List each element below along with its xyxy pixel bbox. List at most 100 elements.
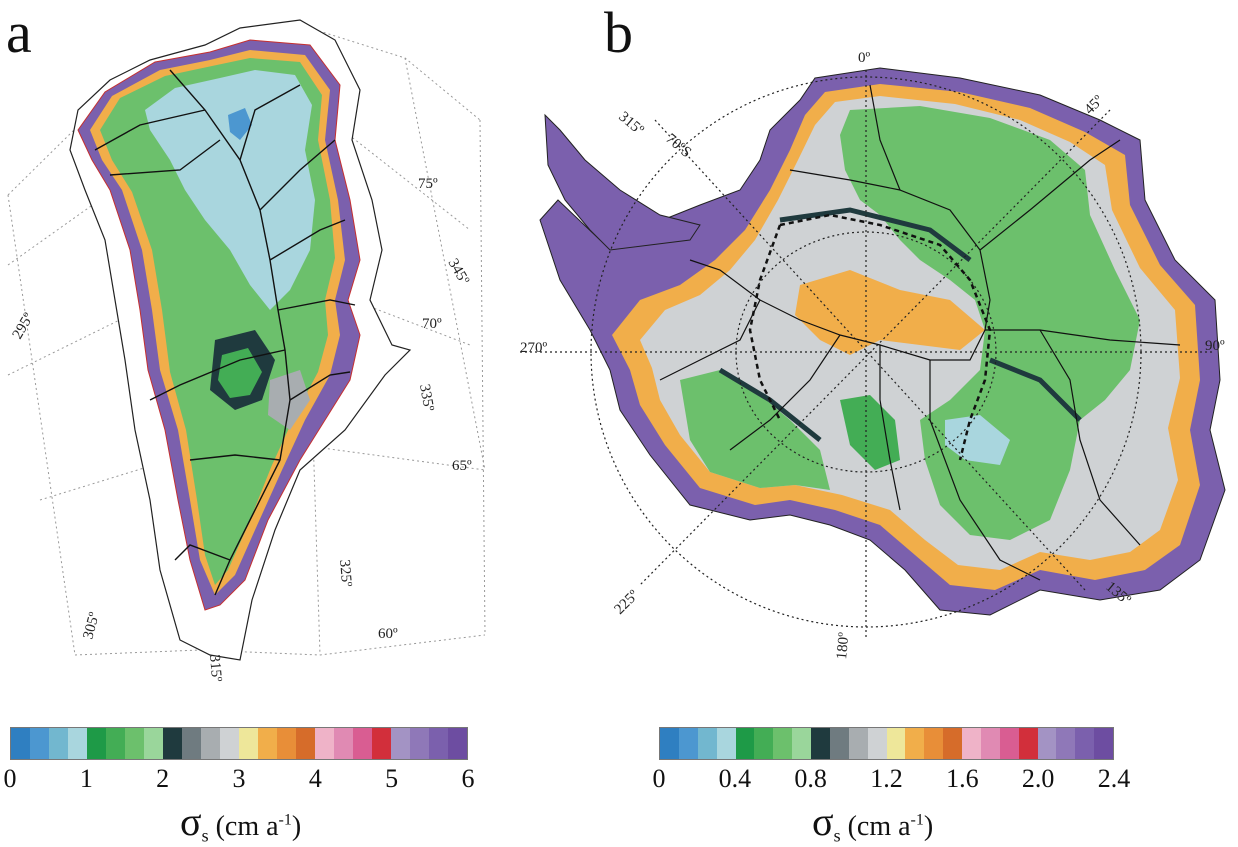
colorbar-cell [277, 728, 296, 759]
colorbar-a [10, 727, 468, 760]
antarctica-map: 0º 45º 315º 70ºS 270º 90º 225º 180º 135º [520, 50, 1226, 660]
colorbar-a-title: σs (cm a-1) [180, 799, 302, 846]
tick-label: 5 [385, 764, 399, 793]
tick-label: 2.0 [1021, 764, 1055, 793]
antarctica-ice-green-ross [840, 395, 900, 470]
greenland-label-335: 335º [416, 383, 437, 413]
greenland-ice-green-inner [218, 348, 262, 398]
greenland-ice-light-blue [145, 70, 315, 310]
greenland-label-60: 60º [378, 626, 398, 642]
tick-label: 6 [461, 764, 475, 793]
colorbar-cell [716, 728, 736, 759]
tick-label: 2 [156, 764, 170, 793]
tick-label: 4 [308, 764, 322, 793]
colorbar-cell [1056, 728, 1076, 759]
antarctica-ice-divide-dashed-west [748, 224, 782, 421]
greenland-label-295: 295º [10, 310, 38, 342]
antarctica-label-225: 225º [612, 587, 643, 618]
tick-label: 3 [232, 764, 246, 793]
colorbar-b-title: σs (cm a-1) [812, 799, 934, 846]
colorbar-cell [924, 728, 944, 759]
maps-canvas: 75º 345º 70º 295º 335º 65º 325º 305º 60º… [7, 19, 1226, 683]
greenland-label-325: 325º [336, 559, 354, 588]
colorbar-cell [410, 728, 429, 759]
colorbar-cell [239, 728, 258, 759]
antarctica-label-270: 270º [520, 340, 548, 356]
colorbar-cell [125, 728, 144, 759]
colorbar-cell [30, 728, 49, 759]
antarctica-peninsula [544, 113, 701, 251]
tick-label: 0.8 [794, 764, 827, 793]
colorbar-cell [49, 728, 68, 759]
colorbar-cell [372, 728, 391, 759]
colorbar-cell [999, 728, 1019, 759]
colorbar-cell [848, 728, 868, 759]
colorbar-cell [258, 728, 277, 759]
greenland-label-75: 75º [418, 176, 438, 192]
panel-label-a: a [6, 0, 32, 65]
colorbar-cell [943, 728, 962, 759]
colorbar-b [659, 727, 1114, 760]
greenland-label-315: 315º [206, 654, 224, 683]
colorbar-cell [811, 728, 830, 759]
colorbar-cell [315, 728, 334, 759]
colorbar-cell [106, 728, 125, 759]
greenland-label-65: 65º [452, 458, 472, 474]
colorbar-cell [163, 728, 182, 759]
antarctica-ice-green-west [680, 370, 830, 490]
colorbar-cell [182, 728, 201, 759]
greenland-ice-gray-patch [268, 370, 310, 430]
antarctica-ice-orange-interior [795, 270, 985, 355]
tick-label: 0.4 [718, 764, 752, 793]
colorbar-cell [660, 728, 679, 759]
greenland-ice-blue-patch [228, 108, 252, 140]
colorbar-cell [735, 728, 755, 759]
antarctica-label-70s: 70ºS [662, 131, 694, 161]
antarctica-ice-green-east [840, 106, 1140, 540]
tick-label: 2.4 [1097, 764, 1131, 793]
antarctica-ice-divide-dashed [779, 213, 992, 461]
colorbar-cell [1037, 728, 1057, 759]
antarctica-label-90: 90º [1205, 338, 1225, 354]
colorbar-cell [353, 728, 372, 759]
colorbar-cell [1094, 728, 1113, 759]
colorbar-cell [905, 728, 925, 759]
colorbar-a-ticks: 0 1 2 3 4 5 6 [4, 764, 475, 794]
antarctica-label-0: 0º [858, 50, 871, 66]
colorbar-cell [697, 728, 717, 759]
colorbar-cell [773, 728, 793, 759]
colorbar-cell [87, 728, 106, 759]
panel-label-b: b [604, 0, 633, 65]
antarctica-divides [659, 84, 1181, 581]
colorbar-cell [144, 728, 163, 759]
tick-label: 0 [3, 764, 17, 793]
colorbar-cell [962, 728, 981, 759]
colorbar-cell [334, 728, 353, 759]
antarctica-graticule [520, 70, 1212, 640]
colorbar-cell [980, 728, 1000, 759]
colorbar-cell [68, 728, 87, 759]
antarctica-label-180: 180º [834, 631, 852, 660]
colorbar-cell [220, 728, 239, 759]
colorbar-cell [11, 728, 30, 759]
colorbar-cell [1018, 728, 1038, 759]
greenland-divides [94, 69, 356, 596]
colorbar-cell [391, 728, 410, 759]
colorbar-cell [867, 728, 887, 759]
tick-label: 1 [79, 764, 93, 793]
colorbar-b-ticks: 0 0.4 0.8 1.2 1.6 2.0 2.4 [653, 764, 1131, 794]
colorbar-cell [829, 728, 849, 759]
tick-label: 0 [652, 764, 666, 793]
colorbar-cell [448, 728, 467, 759]
colorbar-cell [429, 728, 448, 759]
colorbar-cell [201, 728, 220, 759]
colorbar-cell [754, 728, 774, 759]
greenland-map: 75º 345º 70º 295º 335º 65º 325º 305º 60º… [7, 19, 486, 683]
tick-label: 1.6 [946, 764, 979, 793]
colorbar-cell [678, 728, 698, 759]
greenland-label-345: 345º [445, 256, 473, 288]
colorbar-cell [792, 728, 811, 759]
colorbar-cell [296, 728, 315, 759]
colorbar-cell [1075, 728, 1095, 759]
greenland-label-70: 70º [422, 316, 442, 332]
